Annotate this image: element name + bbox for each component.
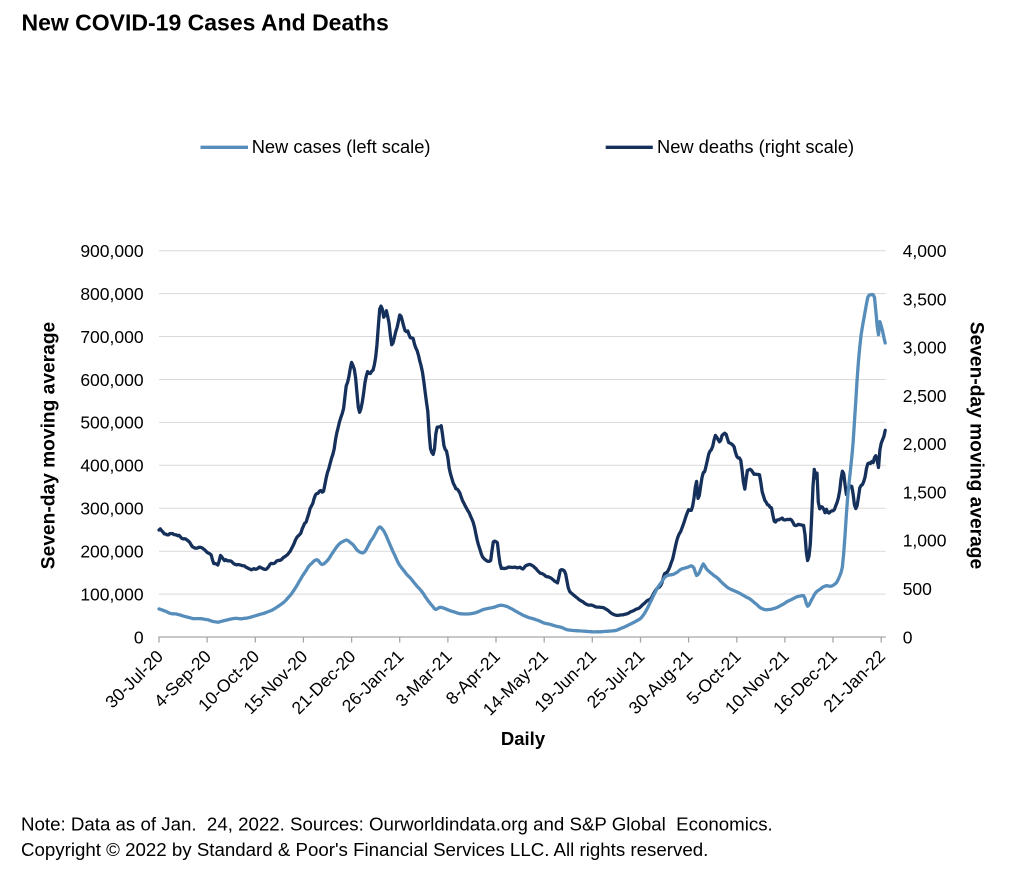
- svg-text:Copyright © 2022 by Standard &: Copyright © 2022 by Standard & Poor's Fi…: [21, 839, 708, 860]
- svg-text:900,000: 900,000: [80, 241, 144, 261]
- svg-text:Seven-day moving average: Seven-day moving average: [966, 322, 987, 570]
- svg-text:Note: Data as of Jan. 24, 202: Note: Data as of Jan. 24, 2022. Sources:…: [21, 813, 773, 834]
- svg-text:300,000: 300,000: [80, 499, 144, 519]
- svg-text:700,000: 700,000: [80, 327, 144, 347]
- svg-text:2,500: 2,500: [903, 386, 947, 406]
- svg-text:400,000: 400,000: [80, 456, 144, 476]
- svg-text:1,000: 1,000: [903, 531, 947, 551]
- svg-text:800,000: 800,000: [80, 284, 144, 304]
- svg-text:Daily: Daily: [501, 728, 546, 749]
- svg-text:500,000: 500,000: [80, 413, 144, 433]
- svg-text:600,000: 600,000: [80, 370, 144, 390]
- svg-text:2,000: 2,000: [903, 434, 947, 454]
- svg-text:Seven-day moving average: Seven-day moving average: [39, 321, 60, 569]
- svg-text:100,000: 100,000: [80, 584, 144, 604]
- svg-text:New COVID-19 Cases And Deaths: New COVID-19 Cases And Deaths: [22, 9, 389, 35]
- svg-text:0: 0: [134, 627, 144, 647]
- svg-text:3,500: 3,500: [903, 289, 947, 309]
- svg-text:500: 500: [903, 579, 932, 599]
- svg-text:3,000: 3,000: [903, 338, 947, 358]
- svg-text:200,000: 200,000: [80, 542, 144, 562]
- svg-text:4,000: 4,000: [903, 241, 947, 261]
- svg-text:0: 0: [903, 627, 913, 647]
- svg-text:1,500: 1,500: [903, 482, 947, 502]
- svg-text:New cases (left scale): New cases (left scale): [252, 136, 431, 157]
- svg-text:New deaths (right scale): New deaths (right scale): [657, 136, 854, 157]
